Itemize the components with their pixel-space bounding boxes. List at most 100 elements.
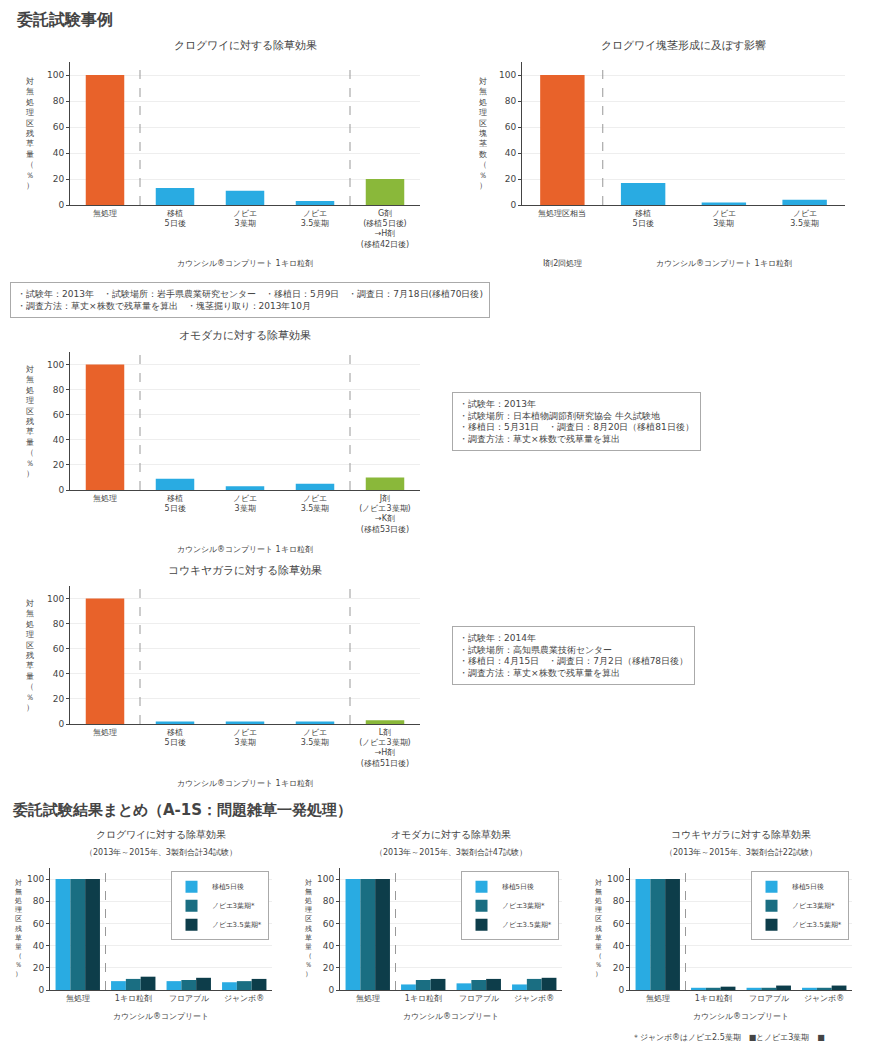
svg-text:60: 60 (53, 122, 65, 132)
svg-text:ノビエ3.5葉期: ノビエ3.5葉期 (301, 209, 330, 228)
svg-text:クログワイに対する除草効果: クログワイに対する除草効果 (96, 829, 226, 840)
svg-text:無処理: 無処理 (356, 994, 380, 1003)
svg-text:コウキヤガラに対する除草効果: コウキヤガラに対する除草効果 (168, 564, 322, 577)
svg-text:移植5日後: 移植5日後 (164, 728, 185, 747)
svg-text:J剤(ノビエ3葉期)→K剤(移植53日後): J剤(ノビエ3葉期)→K剤(移植53日後) (359, 494, 410, 534)
svg-text:・試験年：2014年・試験場所：高知県農業技術センター・移植: ・試験年：2014年・試験場所：高知県農業技術センター・移植日：4月15日 ・調… (459, 633, 688, 678)
svg-text:ノビエ3.5葉期: ノビエ3.5葉期 (790, 209, 819, 228)
svg-text:ノビエ3葉期*: ノビエ3葉期* (502, 902, 545, 910)
svg-text:20: 20 (53, 174, 65, 184)
svg-text:ジャンボ®: ジャンボ® (224, 994, 264, 1003)
svg-text:60: 60 (323, 919, 335, 929)
svg-text:100: 100 (317, 874, 334, 884)
svg-text:対無処理区残草量（％）: 対無処理区残草量（％） (595, 879, 602, 978)
svg-text:無処理: 無処理 (93, 728, 117, 737)
svg-text:無処理: 無処理 (646, 994, 670, 1003)
svg-text:対無処理区残草量（％）: 対無処理区残草量（％） (26, 77, 34, 190)
svg-text:フロアブル: フロアブル (749, 994, 789, 1003)
svg-text:カウンシル®コンプリート 1キロ粒剤: カウンシル®コンプリート 1キロ粒剤 (177, 779, 313, 788)
svg-text:カウンシル®コンプリート 1キロ粒剤: カウンシル®コンプリート 1キロ粒剤 (177, 259, 313, 268)
svg-text:無処理: 無処理 (93, 209, 117, 218)
svg-text:対無処理区残草量（％）: 対無処理区残草量（％） (26, 365, 34, 478)
svg-text:60: 60 (53, 410, 65, 420)
svg-text:ノビエ3葉期*: ノビエ3葉期* (212, 902, 255, 910)
svg-text:移植5日後: 移植5日後 (164, 494, 185, 513)
svg-text:1キロ粒剤: 1キロ粒剤 (695, 994, 732, 1003)
svg-text:ノビエ3.5葉期: ノビエ3.5葉期 (301, 728, 330, 747)
svg-text:40: 40 (53, 669, 65, 679)
svg-text:ノビエ3.5葉期*: ノビエ3.5葉期* (792, 921, 842, 929)
svg-text:フロアブル: フロアブル (169, 994, 209, 1003)
svg-text:ノビエ3.5葉期: ノビエ3.5葉期 (301, 494, 330, 513)
svg-text:・試験年：2013年 ・試験場所：岩手県農業研究センター ・: ・試験年：2013年 ・試験場所：岩手県農業研究センター ・移植日：5月9日 ・… (17, 289, 483, 311)
svg-text:40: 40 (505, 148, 517, 158)
svg-text:ノビエ3葉期: ノビエ3葉期 (233, 728, 257, 747)
svg-text:移植5日後: 移植5日後 (212, 883, 244, 891)
svg-text:ノビエ3葉期: ノビエ3葉期 (712, 209, 736, 228)
svg-text:委託試験結果まとめ（A-1S：問題雑草一発処理）: 委託試験結果まとめ（A-1S：問題雑草一発処理） (12, 801, 352, 819)
svg-text:40: 40 (53, 148, 65, 158)
svg-text:ノビエ3葉期: ノビエ3葉期 (233, 494, 257, 513)
svg-text:対無処理区残草量（％）: 対無処理区残草量（％） (26, 599, 34, 712)
svg-text:委託試験事例: 委託試験事例 (16, 10, 113, 29)
svg-text:20: 20 (53, 460, 65, 470)
svg-text:ノビエ3葉期: ノビエ3葉期 (233, 209, 257, 228)
svg-text:カウンシル®コンプリート 1キロ粒剤: カウンシル®コンプリート 1キロ粒剤 (177, 545, 313, 554)
svg-text:60: 60 (33, 919, 45, 929)
svg-text:60: 60 (505, 122, 517, 132)
svg-text:0: 0 (58, 719, 64, 729)
svg-text:ノビエ3.5葉期*: ノビエ3.5葉期* (502, 921, 552, 929)
svg-text:0: 0 (58, 485, 64, 495)
svg-text:コウキヤガラに対する除草効果: コウキヤガラに対する除草効果 (671, 829, 811, 840)
svg-text:カウンシル®コンプリート: カウンシル®コンプリート (693, 1012, 789, 1021)
svg-text:G剤(移植5日後)→H剤(移植42日後): G剤(移植5日後)→H剤(移植42日後) (361, 209, 409, 249)
svg-text:80: 80 (323, 896, 335, 906)
svg-text:40: 40 (323, 941, 335, 951)
svg-text:0: 0 (328, 985, 334, 995)
svg-text:（2013年～2015年、3製剤合計47試験）: （2013年～2015年、3製剤合計47試験） (375, 848, 527, 857)
svg-text:60: 60 (53, 644, 65, 654)
svg-text:L剤(ノビエ3葉期)→H剤(移植51日後): L剤(ノビエ3葉期)→H剤(移植51日後) (359, 728, 410, 768)
svg-text:80: 80 (33, 896, 45, 906)
svg-text:20: 20 (323, 963, 335, 973)
svg-text:0: 0 (618, 985, 624, 995)
svg-text:カウンシル®コンプリート: カウンシル®コンプリート (113, 1012, 209, 1021)
svg-text:20: 20 (613, 963, 625, 973)
svg-text:・試験年：2013年・試験場所：日本植物調節剤研究協会 牛久: ・試験年：2013年・試験場所：日本植物調節剤研究協会 牛久試験地・移植日：5月… (459, 399, 694, 444)
svg-text:ジャンボ®: ジャンボ® (804, 994, 844, 1003)
svg-text:ジャンボ®: ジャンボ® (514, 994, 554, 1003)
svg-text:80: 80 (613, 896, 625, 906)
svg-text:100: 100 (27, 874, 44, 884)
svg-text:無処理区相当: 無処理区相当 (538, 209, 586, 218)
svg-text:クログワイに対する除草効果: クログワイに対する除草効果 (174, 39, 317, 52)
svg-text:100: 100 (607, 874, 624, 884)
svg-text:80: 80 (53, 385, 65, 395)
svg-text:オモダカに対する除草効果: オモダカに対する除草効果 (179, 329, 311, 342)
svg-text:無処理: 無処理 (66, 994, 90, 1003)
svg-text:1キロ粒剤: 1キロ粒剤 (405, 994, 442, 1003)
svg-text:カウンシル®コンプリート: カウンシル®コンプリート (403, 1012, 499, 1021)
svg-text:クログワイ塊茎形成に及ぼす影響: クログワイ塊茎形成に及ぼす影響 (601, 39, 766, 52)
svg-text:フロアブル: フロアブル (459, 994, 499, 1003)
svg-text:80: 80 (505, 96, 517, 106)
svg-text:対無処理区塊茎数（％）: 対無処理区塊茎数（％） (478, 77, 487, 190)
svg-text:60: 60 (613, 919, 625, 929)
svg-text:0: 0 (510, 200, 516, 210)
svg-text:40: 40 (53, 435, 65, 445)
svg-text:移植5日後: 移植5日後 (502, 883, 534, 891)
svg-text:40: 40 (613, 941, 625, 951)
svg-text:0: 0 (58, 200, 64, 210)
svg-text:100: 100 (47, 360, 64, 370)
svg-text:40: 40 (33, 941, 45, 951)
svg-text:20: 20 (53, 694, 65, 704)
svg-text:80: 80 (53, 619, 65, 629)
svg-text:20: 20 (33, 963, 45, 973)
svg-text:0: 0 (38, 985, 44, 995)
svg-text:（2013年～2015年、3製剤合計34試験）: （2013年～2015年、3製剤合計34試験） (85, 848, 237, 857)
svg-text:ノビエ3.5葉期*: ノビエ3.5葉期* (212, 921, 262, 929)
svg-text:移植5日後: 移植5日後 (792, 883, 824, 891)
svg-text:80: 80 (53, 96, 65, 106)
svg-text:＊ジャンボ®はノビエ2.5葉期 ■とノビエ3葉期 ■: ＊ジャンボ®はノビエ2.5葉期 ■とノビエ3葉期 ■ (632, 1033, 825, 1042)
svg-text:100: 100 (499, 70, 516, 80)
svg-text:1キロ粒剤: 1キロ粒剤 (115, 994, 152, 1003)
